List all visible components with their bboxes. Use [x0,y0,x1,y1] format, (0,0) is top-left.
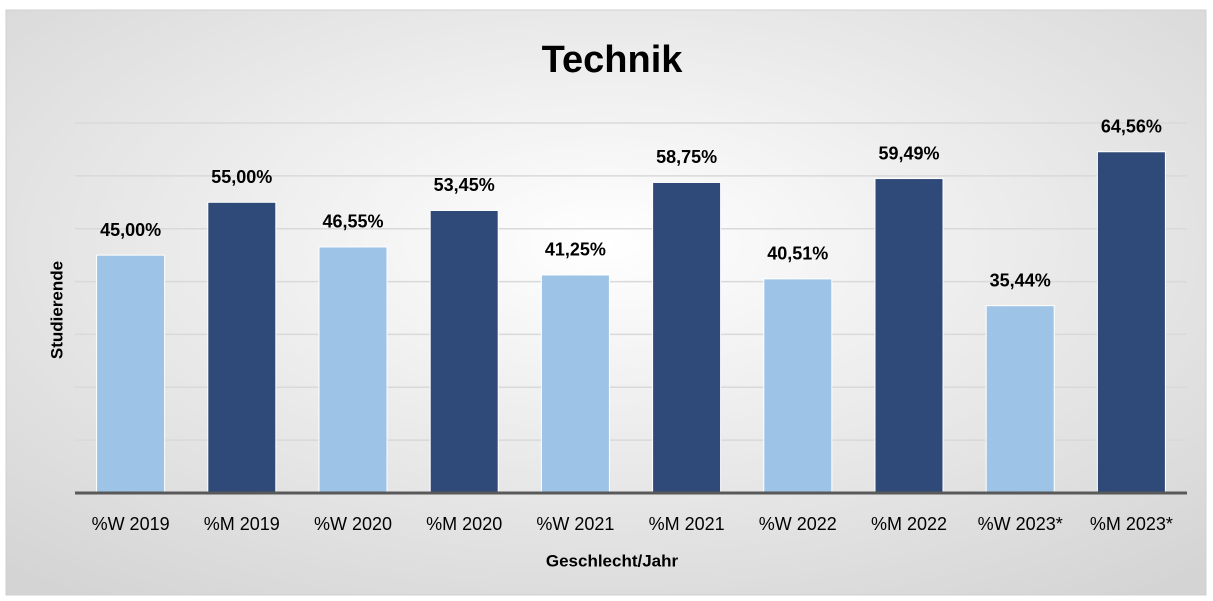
data-label: 35,44% [990,270,1051,290]
bar [207,201,277,494]
x-tick-label: %W 2022 [759,514,837,534]
data-label: 58,75% [656,147,717,167]
x-tick-label: %M 2023* [1090,514,1173,534]
x-tick-label: %M 2022 [871,514,947,534]
bar [429,209,499,494]
data-label: 55,00% [211,167,272,187]
x-axis-label: Geschlecht/Jahr [546,551,679,570]
data-label: 64,56% [1101,117,1162,137]
data-label: 45,00% [100,220,161,240]
data-label: 41,25% [545,240,606,260]
y-axis-label: Studierende [47,261,66,359]
x-tick-label: %M 2021 [649,514,725,534]
data-label: 40,51% [767,244,828,264]
data-label: 46,55% [322,212,383,232]
data-label: 53,45% [434,175,495,195]
bar [874,178,944,494]
bar [763,278,833,494]
x-tick-label: %M 2019 [204,514,280,534]
x-tick-label: %M 2020 [426,514,502,534]
bar [985,305,1055,494]
chart-title: Technik [542,39,684,81]
x-tick-label: %W 2019 [92,514,170,534]
bar [96,254,166,494]
bar [652,181,722,494]
bar [540,274,610,494]
x-tick-label: %W 2023* [978,514,1063,534]
bar [318,246,388,494]
x-tick-label: %W 2021 [536,514,614,534]
data-label: 59,49% [878,143,939,163]
x-tick-label: %W 2020 [314,514,392,534]
bar [1096,151,1166,494]
